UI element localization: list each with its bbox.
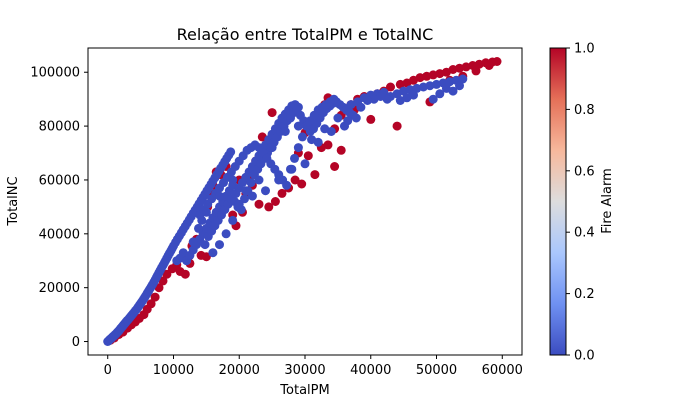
data-point	[395, 96, 405, 105]
data-point	[201, 252, 211, 262]
colorbar-tick-label: 0.2	[574, 287, 595, 302]
y-tick-label: 0	[72, 335, 80, 350]
data-point	[267, 143, 277, 153]
data-point	[329, 94, 339, 104]
data-point	[241, 186, 251, 196]
data-point	[297, 179, 307, 189]
data-point	[336, 145, 346, 155]
data-point	[215, 240, 224, 250]
data-point	[386, 82, 395, 92]
y-tick-label: 40000	[39, 227, 80, 242]
data-point	[208, 248, 218, 258]
data-point	[228, 175, 238, 185]
data-point	[277, 188, 287, 198]
data-point	[363, 96, 372, 105]
colorbar-tick-label: 0.4	[574, 226, 595, 241]
data-point	[293, 143, 303, 153]
data-point	[180, 269, 190, 279]
x-tick-label: 10000	[153, 363, 194, 378]
y-axis-label: TotalNC	[6, 176, 21, 226]
data-point	[320, 124, 330, 134]
data-point	[254, 199, 264, 209]
x-tick-label: 40000	[350, 363, 391, 378]
data-point	[201, 207, 211, 217]
x-axis: 0 10000 20000 30000 40000 50000 60000	[104, 355, 523, 378]
colorbar: 0.0 0.2 0.4 0.6 0.8 1.0 Fire Alarm	[549, 42, 615, 364]
data-point	[343, 116, 353, 126]
data-point	[471, 66, 481, 76]
data-point	[484, 61, 494, 70]
data-point	[448, 86, 458, 96]
data-point	[351, 113, 361, 123]
data-point	[303, 151, 313, 161]
data-point	[310, 170, 320, 180]
data-point	[392, 121, 402, 131]
data-point	[158, 276, 168, 286]
data-point	[428, 94, 438, 104]
data-point	[300, 159, 310, 169]
data-point	[290, 153, 299, 163]
data-point	[254, 175, 264, 185]
data-point	[226, 147, 236, 157]
y-tick-label: 60000	[39, 173, 80, 188]
data-point	[297, 132, 307, 142]
data-point	[274, 175, 284, 185]
data-point	[492, 57, 502, 66]
colorbar-gradient	[549, 47, 567, 356]
data-point	[307, 135, 317, 145]
data-point	[247, 191, 257, 201]
data-point	[188, 237, 198, 247]
data-point	[356, 102, 366, 112]
data-point	[215, 191, 224, 201]
data-point	[458, 74, 468, 84]
colorbar-tick-label: 1.0	[574, 42, 595, 57]
data-point	[282, 180, 292, 190]
data-point	[293, 121, 303, 131]
data-point	[228, 215, 238, 225]
data-point	[330, 162, 340, 171]
data-point	[455, 81, 464, 91]
colorbar-tick-label: 0.8	[574, 103, 595, 118]
x-tick-label: 50000	[416, 363, 457, 378]
x-tick-label: 0	[104, 363, 112, 378]
plot-frame	[87, 47, 523, 356]
data-point	[146, 299, 156, 309]
x-tick-label: 60000	[482, 363, 523, 378]
y-tick-label: 80000	[39, 120, 80, 135]
y-axis: 0 20000 40000 60000 80000 100000	[30, 66, 88, 350]
data-point	[323, 140, 333, 150]
y-tick-label: 100000	[30, 66, 80, 81]
data-point	[435, 89, 445, 99]
data-point	[280, 127, 290, 136]
data-point	[267, 108, 277, 118]
data-point	[194, 223, 203, 233]
data-point	[264, 202, 274, 212]
data-point	[234, 199, 244, 209]
series-0	[103, 74, 468, 346]
data-point	[150, 292, 160, 302]
chart-title: Relação entre TotalPM e TotalNC	[177, 25, 434, 44]
colorbar-ticks: 0.0 0.2 0.4 0.6 0.8 1.0	[566, 42, 595, 364]
x-tick-label: 20000	[219, 363, 260, 378]
data-point	[270, 197, 280, 206]
colorbar-tick-label: 0.0	[574, 349, 595, 364]
data-point	[200, 240, 210, 250]
data-point	[246, 178, 256, 188]
colorbar-tick-label: 0.6	[574, 164, 595, 179]
y-tick-label: 20000	[39, 281, 80, 296]
points-layer	[103, 57, 502, 346]
data-point	[333, 113, 343, 123]
x-axis-label: TotalPM	[279, 383, 329, 398]
data-point	[221, 229, 231, 239]
x-tick-label: 30000	[284, 363, 325, 378]
data-point	[366, 114, 376, 124]
data-point	[287, 164, 297, 174]
series-1	[105, 57, 502, 345]
data-point	[261, 186, 270, 196]
colorbar-label: Fire Alarm	[600, 168, 615, 234]
data-point	[290, 175, 300, 185]
